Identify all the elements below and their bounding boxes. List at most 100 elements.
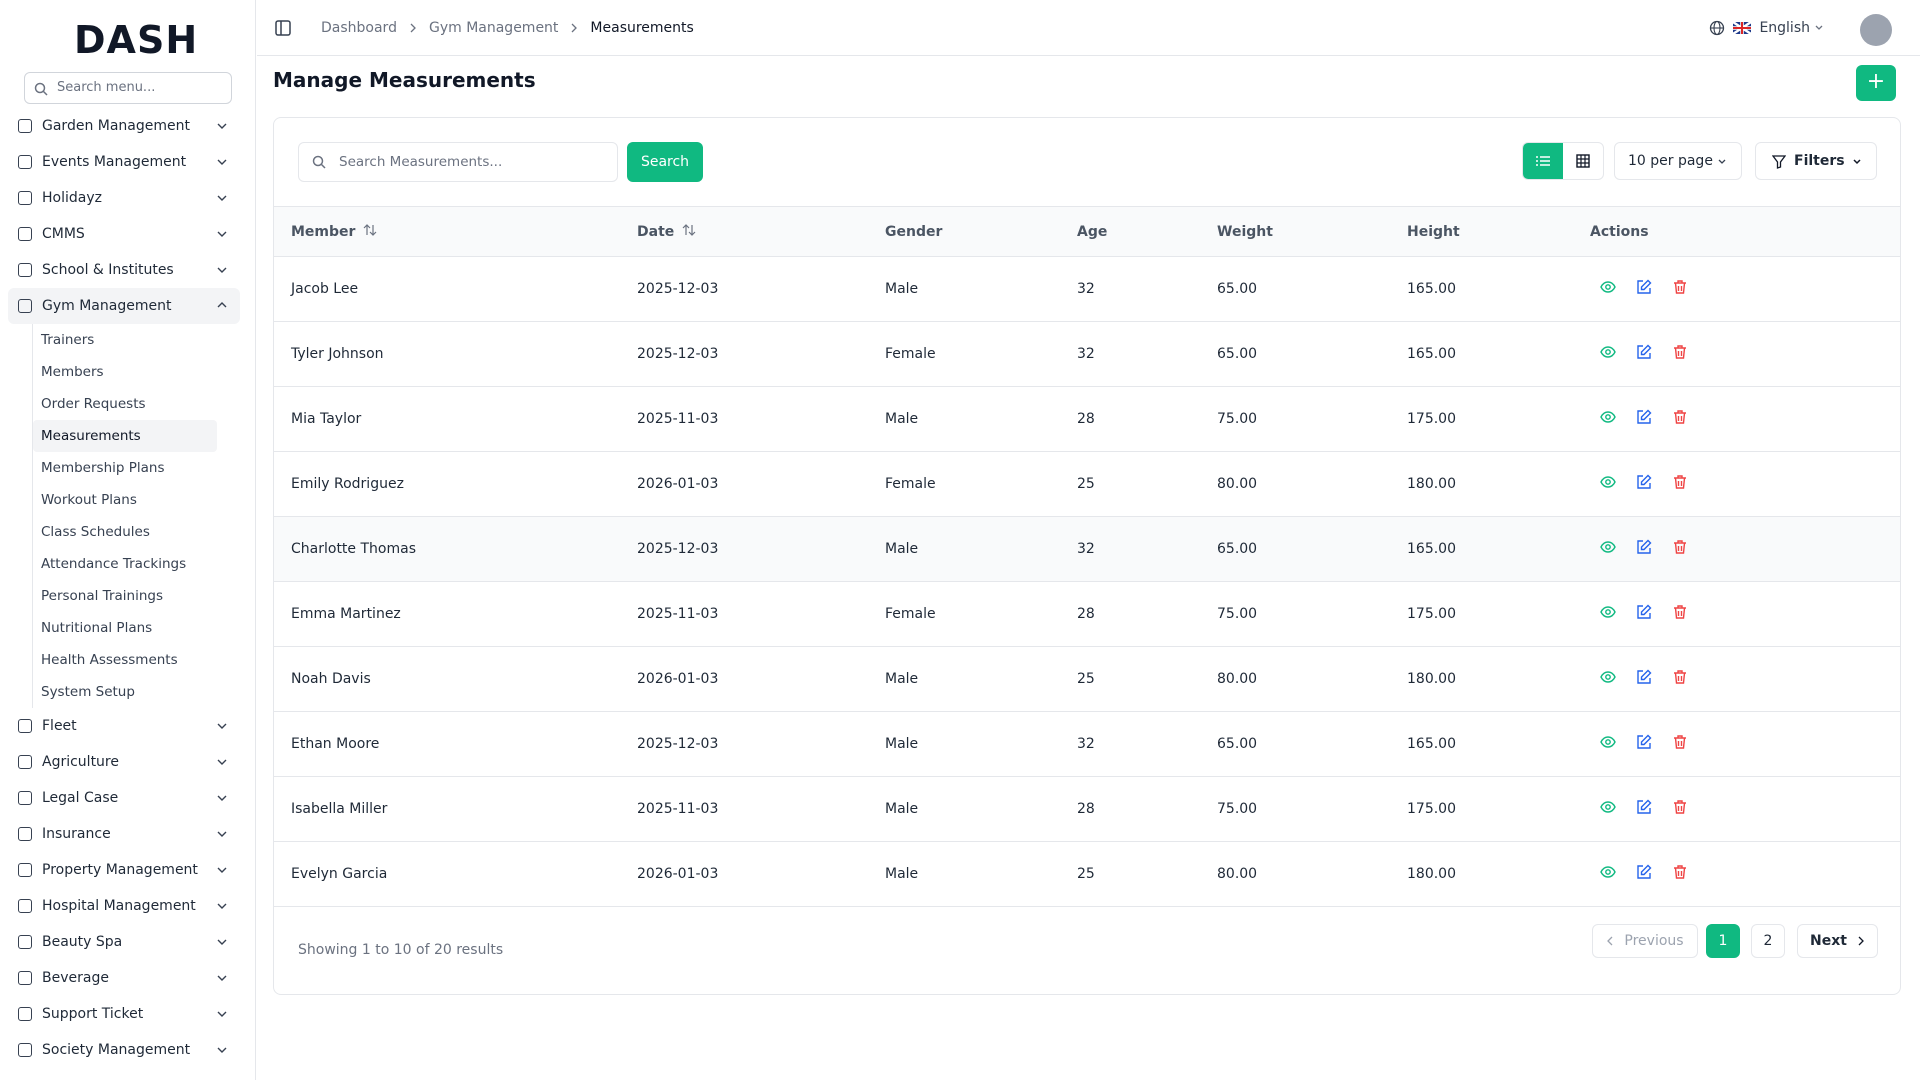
row-actions: [1590, 864, 1900, 884]
table-row: Charlotte Thomas 2025-12-03 Male 32 65.00 165…: [274, 517, 1900, 582]
edit-button[interactable]: [1636, 864, 1654, 884]
menu-search[interactable]: Search menu...: [24, 72, 232, 104]
submenu-item[interactable]: Order Requests: [41, 396, 146, 412]
menu-item[interactable]: Society Management: [8, 1032, 240, 1068]
menu-item[interactable]: Insurance: [8, 816, 240, 852]
view-button[interactable]: [1600, 474, 1618, 494]
delete-button[interactable]: [1672, 279, 1690, 299]
delete-button[interactable]: [1672, 799, 1690, 819]
view-button[interactable]: [1600, 669, 1618, 689]
delete-button[interactable]: [1672, 604, 1690, 624]
row-actions: [1590, 604, 1900, 624]
view-button[interactable]: [1600, 344, 1618, 364]
delete-button[interactable]: [1672, 474, 1690, 494]
view-button[interactable]: [1600, 734, 1618, 754]
menu-item[interactable]: Legal Case: [8, 780, 240, 816]
menu-item[interactable]: CMMS: [8, 216, 240, 252]
cell: 165.00: [1407, 736, 1456, 752]
submenu-item[interactable]: Class Schedules: [41, 524, 150, 540]
menu-label: School & Institutes: [42, 262, 174, 278]
grid-view[interactable]: [1563, 143, 1603, 179]
table-search[interactable]: Search Measurements...: [298, 142, 618, 182]
next-button[interactable]: Next: [1797, 924, 1878, 958]
menu-item[interactable]: Garden Management: [8, 108, 240, 144]
view-button-icon: [1600, 541, 1616, 553]
delete-button[interactable]: [1672, 344, 1690, 364]
cell: 80.00: [1217, 671, 1258, 687]
table-header: Member Date Gender Age Weight Height Actions: [274, 207, 1900, 257]
search-button[interactable]: Search: [627, 142, 703, 182]
edit-button[interactable]: [1636, 409, 1654, 429]
avatar[interactable]: [1860, 14, 1892, 46]
menu-item[interactable]: Holidayz: [8, 180, 240, 216]
column-label: Height: [1407, 223, 1460, 240]
edit-button[interactable]: [1636, 799, 1654, 819]
submenu-item[interactable]: System Setup: [41, 684, 135, 700]
delete-button[interactable]: [1672, 409, 1690, 429]
column-label: Date: [637, 223, 675, 240]
chevron: [217, 195, 227, 201]
add-button[interactable]: +: [1856, 65, 1896, 101]
edit-button[interactable]: [1636, 474, 1654, 494]
submenu-item[interactable]: Membership Plans: [41, 460, 165, 476]
view-button[interactable]: [1600, 409, 1618, 429]
menu-item[interactable]: Property Management: [8, 852, 240, 888]
list-view[interactable]: [1523, 143, 1563, 179]
menu-item[interactable]: Fleet: [8, 708, 240, 744]
per-page-select[interactable]: 10 per page: [1614, 142, 1742, 180]
cell: Evelyn Garcia: [291, 866, 388, 882]
logo[interactable]: DASH: [74, 18, 199, 62]
delete-button-icon: [1674, 540, 1686, 554]
menu-item[interactable]: Beverage: [8, 960, 240, 996]
submenu-item[interactable]: Workout Plans: [41, 492, 137, 508]
page-button[interactable]: 1: [1706, 924, 1740, 958]
column-header: Age: [1077, 224, 1217, 240]
table-row: Ethan Moore 2025-12-03 Male 32 65.00 165.00: [274, 712, 1900, 777]
column-label: Member: [291, 223, 356, 240]
column-label: Actions: [1590, 223, 1649, 240]
page-button[interactable]: 2: [1751, 924, 1785, 958]
delete-button[interactable]: [1672, 669, 1690, 689]
edit-button[interactable]: [1636, 279, 1654, 299]
sidebar-toggle[interactable]: [275, 20, 291, 36]
globe-icon: [1710, 20, 1725, 36]
submenu-item[interactable]: Nutritional Plans: [41, 620, 153, 636]
menu-item[interactable]: School & Institutes: [8, 252, 240, 288]
chevron: [217, 123, 227, 129]
delete-button[interactable]: [1672, 539, 1690, 559]
submenu-item[interactable]: Health Assessments: [41, 652, 178, 668]
menu-label: Agriculture: [42, 754, 119, 770]
filters-button[interactable]: Filters: [1755, 142, 1877, 180]
submenu-item[interactable]: Measurements: [33, 420, 217, 452]
submenu-item[interactable]: Personal Trainings: [41, 588, 163, 604]
menu-item[interactable]: Events Management: [8, 144, 240, 180]
menu-item[interactable]: Hospital Management: [8, 888, 240, 924]
previous-button[interactable]: Previous: [1592, 924, 1698, 958]
view-button-icon: [1600, 736, 1616, 748]
menu-item[interactable]: Agriculture: [8, 744, 240, 780]
breadcrumb[interactable]: Dashboard: [321, 19, 397, 36]
view-button[interactable]: [1600, 799, 1618, 819]
submenu-item[interactable]: Trainers: [41, 332, 95, 348]
delete-button[interactable]: [1672, 864, 1690, 884]
breadcrumb[interactable]: Gym Management: [428, 19, 559, 36]
edit-button[interactable]: [1636, 734, 1654, 754]
menu-item[interactable]: Gym Management: [8, 288, 240, 324]
submenu-item[interactable]: Attendance Trackings: [41, 556, 187, 572]
edit-button[interactable]: [1636, 344, 1654, 364]
menu-item[interactable]: Beauty Spa: [8, 924, 240, 960]
delete-button[interactable]: [1672, 734, 1690, 754]
submenu-item[interactable]: Members: [41, 364, 104, 380]
cell: 32: [1077, 736, 1095, 752]
language-selector[interactable]: English: [1709, 20, 1824, 36]
edit-button[interactable]: [1636, 604, 1654, 624]
edit-button[interactable]: [1636, 539, 1654, 559]
view-button[interactable]: [1600, 864, 1618, 884]
menu-item[interactable]: Support Ticket: [8, 996, 240, 1032]
cell: 25: [1077, 671, 1095, 687]
view-button[interactable]: [1600, 539, 1618, 559]
view-button[interactable]: [1600, 279, 1618, 299]
top-bar: Dashboard Gym Management Measurements Engl…: [257, 0, 1920, 56]
edit-button[interactable]: [1636, 669, 1654, 689]
view-button[interactable]: [1600, 604, 1618, 624]
